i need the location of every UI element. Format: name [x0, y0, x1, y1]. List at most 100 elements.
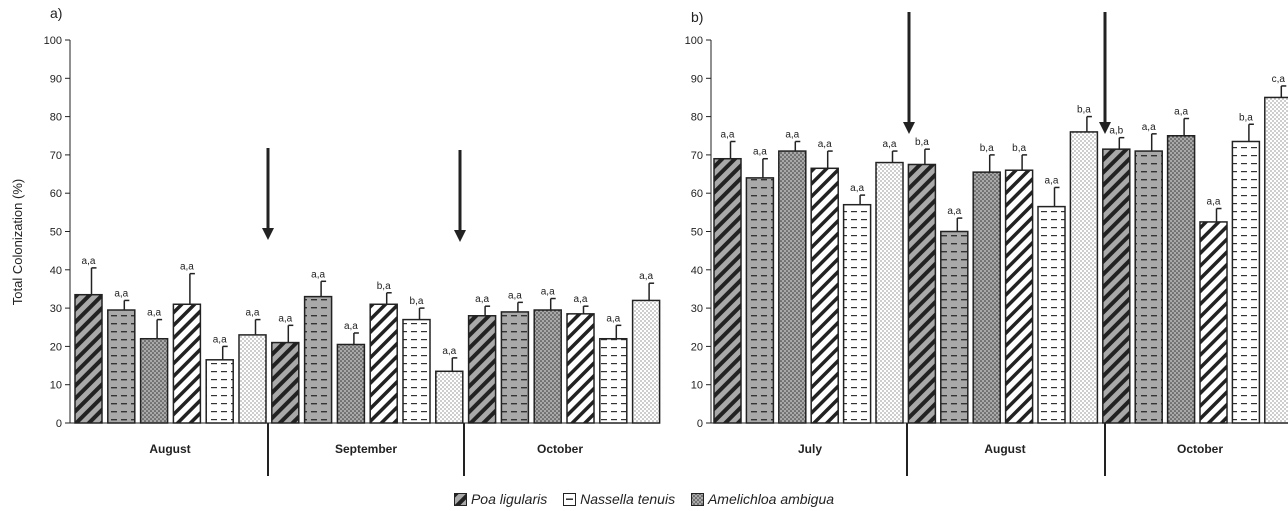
legend: Poa ligularis Nassella tenuis Amelichloa…: [0, 490, 1288, 507]
significance-label: a,a: [639, 271, 653, 282]
legend-item-amelichloa: Amelichloa ambigua: [690, 491, 835, 508]
significance-label: b,a: [1077, 105, 1091, 116]
y-tick-label: 50: [691, 227, 703, 239]
significance-label: a,a: [278, 313, 292, 324]
significance-label: a,a: [850, 183, 864, 194]
bar: [1134, 150, 1163, 424]
y-tick-label: 60: [50, 188, 62, 200]
bar: [1037, 205, 1066, 424]
y-tick-label: 30: [691, 303, 703, 315]
y-tick-label: 0: [56, 418, 62, 430]
legend-label: Poa ligularis: [470, 491, 548, 508]
significance-label: a,a: [508, 290, 522, 301]
y-tick-label: 100: [685, 35, 703, 47]
y-tick-label: 30: [50, 303, 62, 315]
y-tick-label: 80: [691, 112, 703, 124]
bar: [810, 167, 839, 424]
y-tick-label: 70: [50, 150, 62, 162]
chart-panel-b: b) 0 10 20 30 40 50 60 70 80 90 100 a,a a,a a,a a,a a,a a…: [685, 9, 1288, 476]
significance-label: b,a: [1239, 112, 1253, 123]
bar: [172, 303, 202, 424]
significance-label: b,a: [915, 137, 929, 148]
bar: [875, 161, 904, 424]
group-label: October: [537, 442, 583, 456]
significance-label: a,a: [1142, 122, 1156, 133]
arrow-head-icon: [454, 230, 466, 242]
bar: [1102, 148, 1131, 424]
group-label: August: [149, 442, 190, 456]
significance-label: b,a: [377, 281, 391, 292]
bar: [1166, 135, 1196, 424]
significance-label: a,a: [1045, 175, 1059, 186]
significance-label: a,a: [475, 294, 489, 305]
significance-label: a,a: [753, 147, 767, 158]
arrow-head-icon: [1099, 122, 1111, 134]
significance-label: c,a: [1272, 74, 1286, 85]
legend-label: Amelichloa ambigua: [707, 491, 835, 508]
significance-label: a,a: [147, 308, 161, 319]
group-label: September: [335, 442, 397, 456]
group-label: July: [798, 442, 822, 456]
dots-swatch-icon: [690, 493, 704, 507]
bar: [336, 343, 366, 424]
y-tick-label: 100: [44, 35, 62, 47]
significance-label: a,a: [82, 256, 96, 267]
y-tick-label: 0: [697, 418, 703, 430]
bar: [599, 337, 628, 424]
bar: [139, 337, 169, 424]
bar: [1264, 96, 1288, 424]
legend-label: Nassella tenuis: [580, 491, 676, 508]
bar: [1199, 221, 1228, 424]
chart-panel-a: a) 0 10 20 30 40 50 60 70 80 90 100 a,a a,a a,a a,a a,a a…: [44, 5, 661, 476]
significance-label: b,a: [410, 296, 424, 307]
significance-label: a,a: [785, 129, 799, 140]
diagonal-swatch-icon: [453, 493, 467, 507]
bar: [972, 171, 1001, 424]
panel-label: b): [691, 9, 703, 25]
bar: [303, 295, 333, 424]
bar: [74, 293, 103, 424]
bar: [1004, 169, 1034, 424]
dashes-swatch-icon: [563, 493, 577, 507]
significance-label: a,a: [1207, 197, 1221, 208]
significance-label: a,a: [818, 139, 832, 150]
y-tick-label: 20: [50, 341, 62, 353]
bar: [778, 150, 807, 424]
bar: [500, 311, 530, 424]
bar: [1069, 131, 1099, 424]
significance-label: a,a: [311, 269, 325, 280]
significance-label: a,a: [606, 313, 620, 324]
bar: [842, 203, 872, 424]
arrow-head-icon: [262, 228, 274, 240]
significance-label: a,a: [344, 321, 358, 332]
significance-label: a,a: [574, 294, 588, 305]
y-tick-label: 20: [691, 341, 703, 353]
significance-label: b,a: [1012, 143, 1026, 154]
significance-label: a,a: [213, 334, 227, 345]
bar: [940, 230, 969, 424]
bar: [369, 303, 398, 424]
significance-label: a,a: [442, 346, 456, 357]
group-label: October: [1177, 442, 1223, 456]
significance-label: a,a: [1174, 107, 1188, 118]
group-label: August: [984, 442, 1025, 456]
bar: [631, 299, 661, 424]
y-tick-label: 70: [691, 150, 703, 162]
significance-label: a,a: [114, 288, 128, 299]
y-tick-label: 40: [691, 265, 703, 277]
bar: [745, 177, 775, 424]
y-tick-label: 90: [50, 73, 62, 85]
bar: [713, 157, 742, 424]
y-tick-label: 50: [50, 227, 62, 239]
significance-label: a,a: [721, 129, 735, 140]
bar: [907, 163, 937, 424]
bar: [238, 334, 267, 424]
y-tick-label: 90: [691, 73, 703, 85]
bar: [533, 309, 562, 424]
panel-label: a): [50, 5, 62, 21]
bar: [566, 313, 595, 424]
bar: [402, 318, 431, 424]
bar: [435, 370, 464, 424]
y-tick-label: 40: [50, 265, 62, 277]
